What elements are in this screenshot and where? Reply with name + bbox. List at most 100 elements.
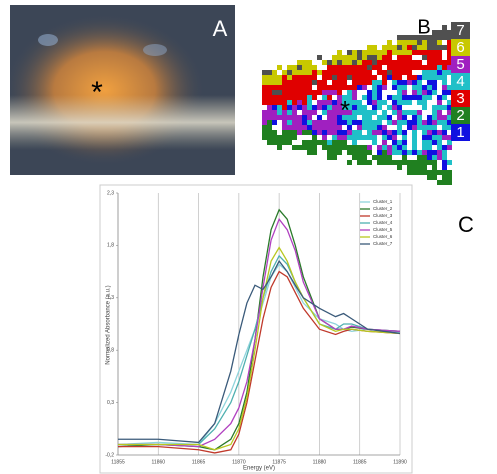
map-pixel (277, 95, 282, 100)
map-pixel (267, 75, 272, 80)
x-tick-label: 11865 (192, 459, 206, 465)
map-pixel (277, 75, 282, 80)
series-line (118, 259, 401, 444)
map-pixel (427, 125, 432, 130)
map-pixel (432, 75, 437, 80)
map-pixel (347, 70, 352, 75)
map-pixel (402, 145, 407, 150)
map-pixel (297, 85, 302, 90)
map-pixel (317, 65, 322, 70)
map-pixel (397, 80, 402, 85)
map-pixel (392, 100, 397, 105)
map-pixel (347, 135, 352, 140)
map-pixel (397, 50, 402, 55)
map-pixel (347, 115, 352, 120)
map-pixel (362, 110, 367, 115)
map-pixel (392, 145, 397, 150)
map-pixel (327, 115, 332, 120)
map-pixel (307, 75, 312, 80)
map-pixel (392, 115, 397, 120)
photo-panel: A * (10, 5, 235, 175)
map-pixel (317, 100, 322, 105)
map-pixel (397, 60, 402, 65)
map-pixel (417, 170, 422, 175)
map-pixel (372, 105, 377, 110)
legend-label: 2 (456, 107, 464, 124)
map-pixel (327, 140, 332, 145)
map-pixel (372, 160, 377, 165)
map-pixel (412, 130, 417, 135)
map-pixel (352, 90, 357, 95)
map-pixel (392, 70, 397, 75)
map-pixel (392, 125, 397, 130)
map-pixel (347, 95, 352, 100)
map-pixel (402, 40, 407, 45)
map-pixel (437, 145, 442, 150)
map-pixel (442, 45, 447, 50)
map-pixel (347, 120, 352, 125)
map-pixel (437, 50, 442, 55)
photo-highlight (38, 34, 58, 46)
map-pixel (367, 115, 372, 120)
map-pixel (447, 160, 452, 165)
map-pixel (407, 80, 412, 85)
map-pixel (332, 65, 337, 70)
map-pixel (422, 90, 427, 95)
map-pixel (402, 60, 407, 65)
map-pixel (392, 85, 397, 90)
map-pixel (307, 70, 312, 75)
map-pixel (382, 130, 387, 135)
map-pixel (337, 120, 342, 125)
map-pixel (407, 115, 412, 120)
map-pixel (347, 75, 352, 80)
map-pixel (417, 120, 422, 125)
map-pixel (382, 80, 387, 85)
map-pixel (347, 150, 352, 155)
map-pixel (432, 125, 437, 130)
map-pixel (322, 85, 327, 90)
map-pixel (372, 75, 377, 80)
map-pixel (402, 160, 407, 165)
map-pixel (322, 100, 327, 105)
map-pixel (417, 145, 422, 150)
map-pixel (282, 115, 287, 120)
map-pixel (352, 130, 357, 135)
map-pixel (407, 145, 412, 150)
map-pixel (352, 125, 357, 130)
map-pixel (422, 40, 427, 45)
map-pixel (347, 65, 352, 70)
map-pixel (262, 105, 267, 110)
map-pixel (367, 160, 372, 165)
map-pixel (427, 115, 432, 120)
map-pixel (442, 125, 447, 130)
map-pixel (297, 65, 302, 70)
map-pixel (432, 150, 437, 155)
map-pixel (277, 65, 282, 70)
map-pixel (327, 80, 332, 85)
map-pixel (387, 110, 392, 115)
legend-label: Cluster_7 (373, 241, 393, 246)
map-pixel (442, 25, 447, 30)
map-pixel (357, 75, 362, 80)
map-pixel (392, 55, 397, 60)
map-pixel (282, 135, 287, 140)
map-pixel (312, 115, 317, 120)
map-pixel (272, 130, 277, 135)
x-tick-label: 11855 (111, 459, 125, 465)
map-pixel (292, 115, 297, 120)
map-pixel (262, 135, 267, 140)
map-pixel (427, 80, 432, 85)
map-pixel (427, 105, 432, 110)
map-pixel (417, 140, 422, 145)
map-pixel (382, 55, 387, 60)
map-pixel (427, 85, 432, 90)
map-pixel (387, 55, 392, 60)
map-pixel (427, 140, 432, 145)
map-pixel (272, 105, 277, 110)
map-pixel (367, 85, 372, 90)
map-pixel (357, 85, 362, 90)
map-pixel (342, 70, 347, 75)
map-pixel (282, 95, 287, 100)
map-pixel (387, 120, 392, 125)
map-pixel (337, 145, 342, 150)
